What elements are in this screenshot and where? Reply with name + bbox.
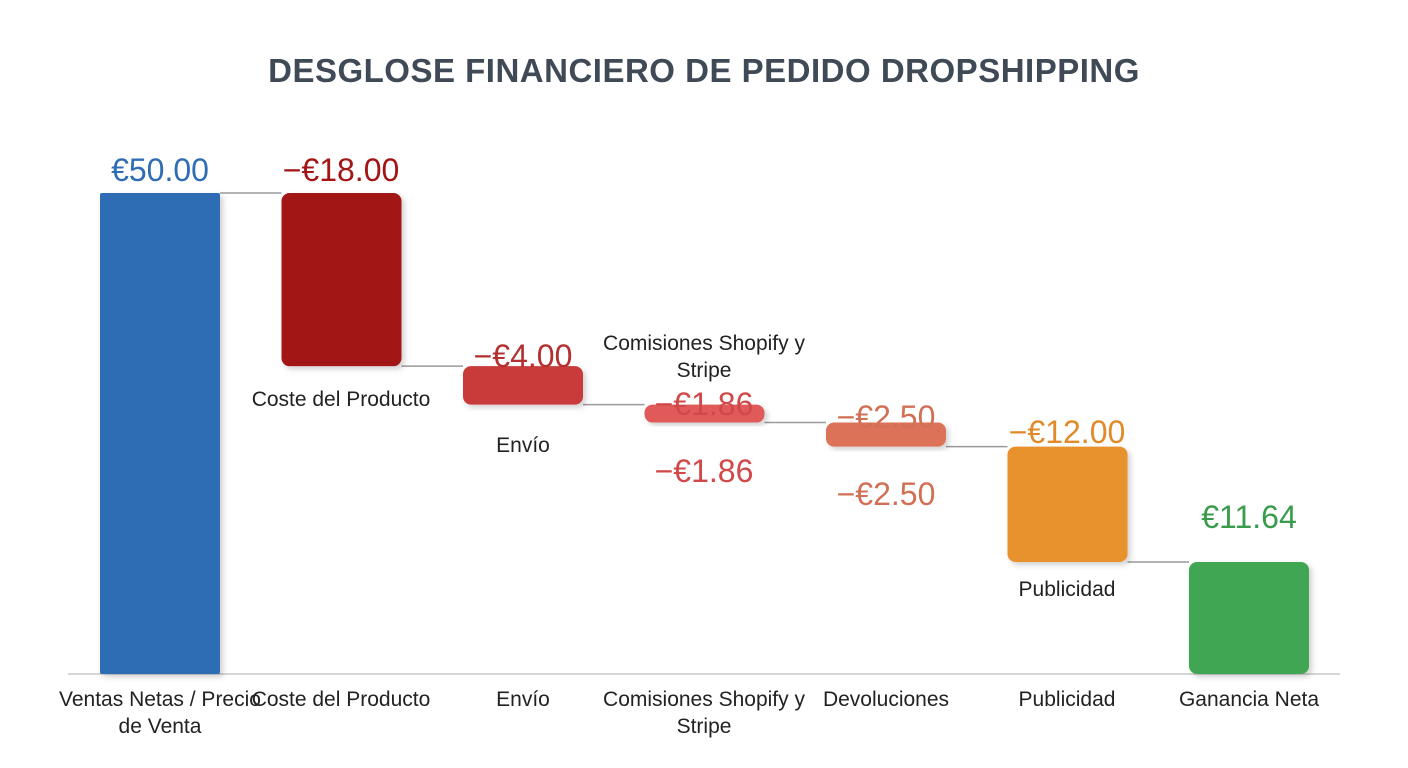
value-label-comisiones-below: −€1.86 <box>654 453 754 489</box>
category-label-coste: Coste del Producto <box>251 688 431 711</box>
value-label-publicidad: −€12.00 <box>1008 414 1126 450</box>
bar-label-coste: Coste del Producto <box>251 388 431 411</box>
value-label-coste: −€18.00 <box>282 152 400 188</box>
bar-publicidad <box>1007 446 1128 563</box>
bar-label-comisiones: Comisiones Shopify y Stripe <box>603 332 805 382</box>
bar-ganancia <box>1189 562 1309 674</box>
bar-envio <box>463 366 583 405</box>
bar-label-envio: Envío <box>496 434 550 457</box>
bar-comisiones <box>644 404 765 423</box>
chart-title: DESGLOSE FINANCIERO DE PEDIDO DROPSHIPPI… <box>268 52 1140 89</box>
value-label-comisiones: −€1.86 <box>654 386 754 422</box>
value-label-devoluciones: −€2.50 <box>836 399 936 435</box>
bar-ventas <box>100 193 220 674</box>
value-label-devoluciones-below: −€2.50 <box>836 476 936 512</box>
value-label-ganancia: €11.64 <box>1201 499 1297 535</box>
category-label-publicidad: Publicidad <box>1018 688 1116 711</box>
bar-devoluciones <box>826 422 946 447</box>
category-label-envio: Envío <box>496 688 550 711</box>
category-label-ganancia: Ganancia Neta <box>1178 688 1320 711</box>
category-label-ventas: Ventas Netas / Precio de Venta <box>59 688 261 738</box>
bar-label-publicidad: Publicidad <box>1018 578 1116 601</box>
value-label-envio: −€4.00 <box>473 338 573 374</box>
value-label-ventas: €50.00 <box>111 152 209 188</box>
category-label-comisiones: Comisiones Shopify y Stripe <box>603 688 805 738</box>
bar-coste <box>281 193 402 367</box>
category-label-devoluciones: Devoluciones <box>822 688 950 711</box>
